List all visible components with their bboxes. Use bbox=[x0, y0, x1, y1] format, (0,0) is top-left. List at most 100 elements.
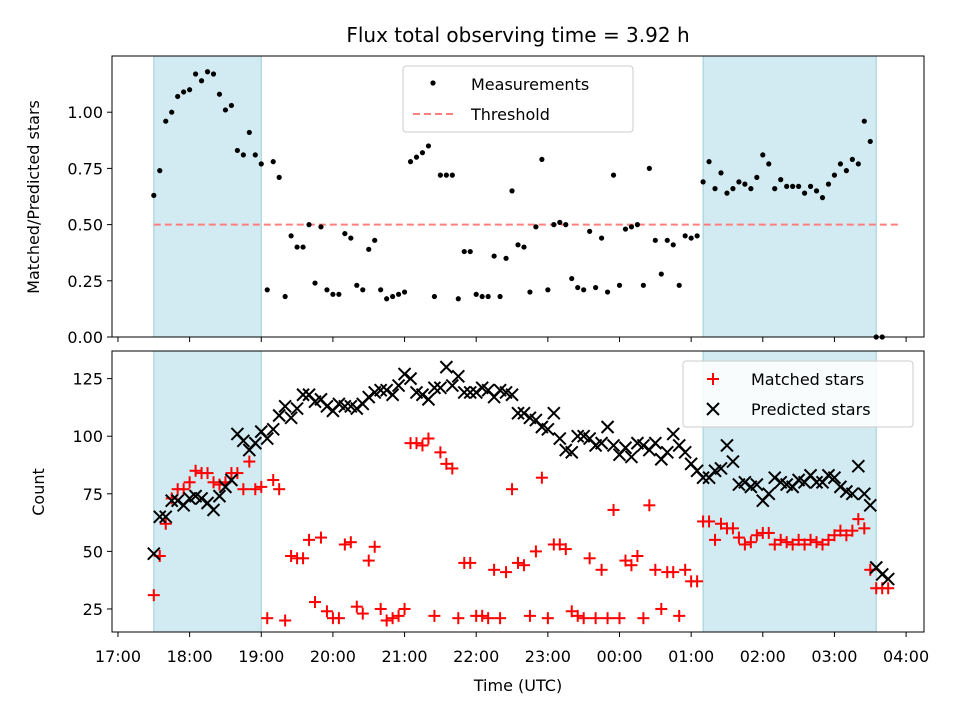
matched-star-point bbox=[500, 566, 513, 579]
measurement-point bbox=[222, 107, 229, 113]
matched-star-point bbox=[607, 503, 620, 516]
matched-star-point bbox=[338, 538, 351, 551]
predicted-star-point bbox=[260, 431, 274, 446]
matched-star-point bbox=[332, 612, 345, 625]
predicted-star-point bbox=[433, 381, 448, 395]
matched-star-point bbox=[159, 517, 172, 530]
measurement-points bbox=[151, 69, 885, 340]
x-tick-label: 17:00 bbox=[95, 647, 141, 666]
measurement-point bbox=[712, 186, 718, 192]
predicted-star-point bbox=[451, 369, 466, 384]
measurement-point bbox=[688, 235, 694, 241]
measurement-point bbox=[658, 271, 664, 277]
matched-star-point bbox=[810, 536, 823, 549]
matched-star-point bbox=[804, 533, 817, 546]
predicted-star-point bbox=[511, 406, 525, 420]
matched-star-point bbox=[679, 563, 692, 576]
predicted-star-point bbox=[266, 422, 280, 437]
predicted-star-point bbox=[421, 392, 436, 407]
measurement-point bbox=[790, 183, 796, 189]
predicted-star-point bbox=[618, 441, 633, 455]
matched-star-point bbox=[392, 609, 405, 622]
shaded-span bbox=[153, 350, 262, 633]
bottom-legend: Matched stars Predicted stars bbox=[682, 360, 914, 428]
measurement-point bbox=[539, 156, 545, 163]
x-tick-label: 21:00 bbox=[382, 647, 428, 666]
matched-star-point bbox=[691, 575, 704, 588]
predicted-star-point bbox=[600, 420, 615, 434]
matched-star-point bbox=[362, 554, 375, 567]
measurement-point bbox=[187, 87, 193, 93]
matched-star-point bbox=[183, 476, 196, 489]
shaded-span bbox=[702, 55, 877, 338]
matched-star-point bbox=[386, 612, 399, 625]
matched-star-point bbox=[207, 476, 220, 489]
y-tick-label: 1.00 bbox=[67, 103, 103, 122]
measurement-point bbox=[628, 224, 635, 230]
measurement-point bbox=[622, 226, 629, 232]
matched-star-point bbox=[744, 536, 757, 549]
measurement-point bbox=[801, 190, 808, 196]
matched-star-point bbox=[589, 612, 602, 625]
measurement-point bbox=[157, 168, 163, 174]
predicted-star-point bbox=[338, 399, 352, 413]
predicted-star-point bbox=[750, 477, 764, 492]
measurement-point bbox=[354, 282, 360, 288]
measurement-point bbox=[198, 78, 205, 84]
measurement-point bbox=[819, 195, 826, 201]
bottom-x-axis-label: Time (UTC) bbox=[473, 676, 562, 695]
matched-star-point bbox=[852, 513, 865, 526]
measurement-point bbox=[384, 296, 390, 302]
measurement-point bbox=[419, 150, 426, 156]
predicted-star-point bbox=[278, 399, 292, 413]
matched-star-point bbox=[249, 483, 262, 496]
predicted-star-point bbox=[714, 461, 728, 476]
measurement-point bbox=[652, 237, 658, 243]
matched-star-point bbox=[613, 612, 626, 625]
matched-star-point bbox=[267, 473, 280, 486]
measurement-point bbox=[843, 168, 849, 174]
matched-star-point bbox=[303, 533, 316, 546]
legend-matched-label: Matched stars bbox=[751, 370, 864, 389]
predicted-star-point bbox=[565, 445, 579, 460]
matched-star-point bbox=[667, 566, 680, 579]
matched-star-point bbox=[279, 614, 292, 627]
matched-star-point bbox=[559, 543, 572, 556]
matched-star-point bbox=[625, 559, 638, 572]
matched-star-point bbox=[577, 612, 590, 625]
matched-star-point bbox=[637, 612, 650, 625]
matched-star-point bbox=[380, 614, 393, 627]
x-tick-label: 19:00 bbox=[238, 647, 284, 666]
top-shaded-spans bbox=[153, 55, 877, 338]
matched-star-point bbox=[255, 480, 268, 493]
matched-star-point bbox=[368, 540, 381, 553]
measurement-point bbox=[360, 287, 366, 293]
matched-star-point bbox=[601, 612, 614, 625]
measurement-point bbox=[210, 71, 217, 77]
top-legend: Measurements Threshold bbox=[402, 65, 634, 133]
measurement-point bbox=[694, 233, 700, 239]
measurement-point bbox=[610, 172, 617, 178]
measurement-point bbox=[748, 186, 754, 192]
measurement-point bbox=[581, 287, 587, 293]
measurement-point bbox=[390, 293, 396, 300]
matched-star-point bbox=[434, 446, 447, 459]
measurement-point bbox=[163, 118, 169, 124]
y-tick-label: 0.50 bbox=[67, 216, 103, 235]
measurement-point bbox=[646, 165, 652, 171]
measurement-point bbox=[527, 289, 533, 295]
measurement-point bbox=[598, 235, 605, 241]
matched-star-point bbox=[709, 533, 722, 546]
predicted-star-point bbox=[726, 454, 740, 469]
predicted-star-point bbox=[427, 381, 442, 395]
predicted-star-point bbox=[553, 431, 567, 446]
matched-star-point bbox=[344, 536, 357, 549]
matched-star-point bbox=[398, 602, 411, 615]
measurement-point bbox=[760, 152, 766, 158]
predicted-star-point bbox=[541, 422, 555, 437]
matched-star-point bbox=[452, 612, 465, 625]
matched-star-point bbox=[762, 526, 775, 539]
matched-star-point bbox=[535, 471, 548, 484]
measurement-point bbox=[521, 244, 527, 250]
